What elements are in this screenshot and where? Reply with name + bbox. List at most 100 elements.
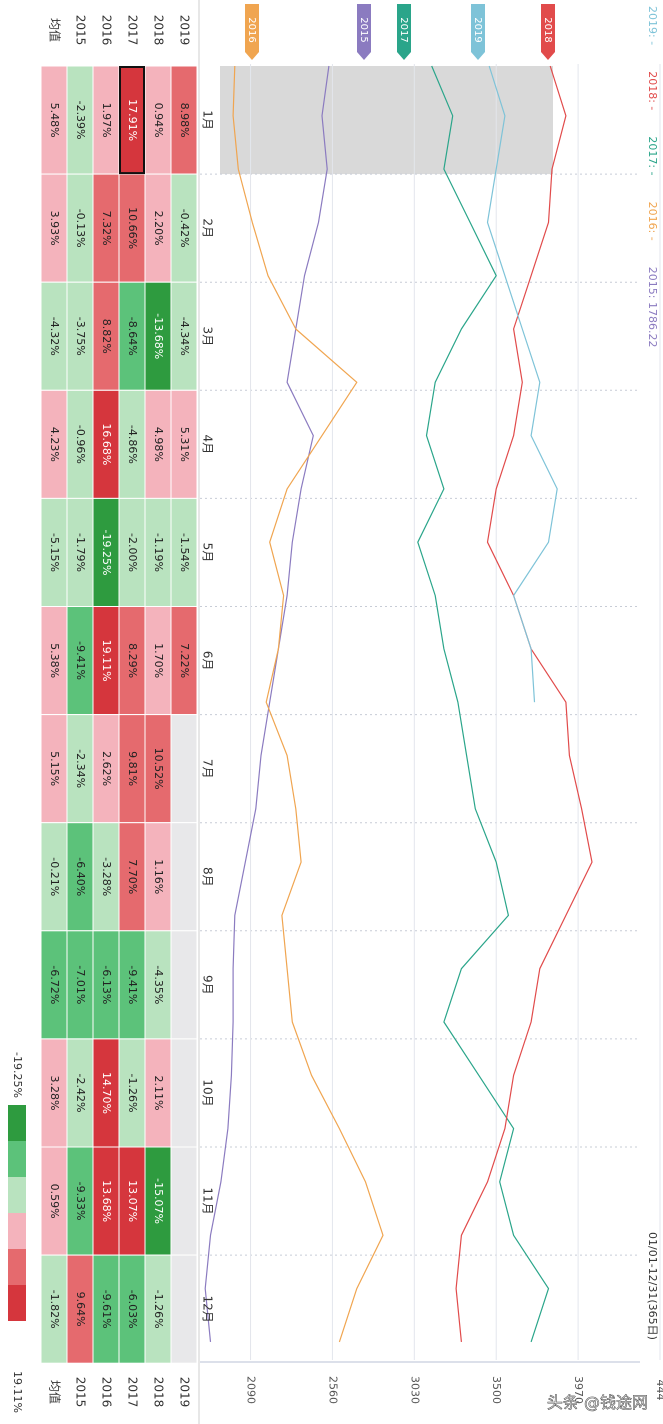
- table-cell: [118, 930, 146, 1040]
- table-cell-value: -2.42%: [74, 1073, 87, 1112]
- year-tag-label-2: 2017: [398, 17, 409, 42]
- table-cell: [170, 930, 198, 1040]
- legend-entry-0: 2019: -: [646, 6, 659, 45]
- table-mean-footer: 均值: [48, 1380, 63, 1404]
- table-cell-value: 7.22%: [178, 643, 191, 678]
- table-year-header: 2019: [178, 15, 192, 46]
- table-year-header: 2016: [100, 15, 114, 46]
- year-tag-flag-3: [471, 4, 485, 60]
- color-scale-legend: -19.25% 19.11%: [8, 1052, 26, 1413]
- table-cell-value: 8.82%: [100, 319, 113, 354]
- table-cell: [92, 1038, 120, 1148]
- table-cell-value: 5.15%: [48, 751, 61, 786]
- table-cell-value: 8.29%: [126, 643, 139, 678]
- year-tag-flag-0: [245, 4, 259, 60]
- table-cell-value: -1.19%: [152, 533, 165, 572]
- table-cell: [144, 714, 172, 824]
- table-cell: [92, 1146, 120, 1256]
- month-label: 5月: [201, 543, 215, 563]
- table-cell-value: 10.52%: [152, 748, 165, 790]
- color-scale-swatch: [8, 1213, 26, 1249]
- january-highlight-band: [220, 66, 553, 175]
- table-cell-value: -7.01%: [74, 965, 87, 1004]
- legend-entry-1: 2018: -: [646, 71, 659, 110]
- year-tag-label-3: 2019: [472, 17, 483, 42]
- color-scale-swatch: [8, 1285, 26, 1321]
- table-cell: [170, 1146, 198, 1256]
- watermark-text: 头条 @钱途网: [547, 1393, 648, 1412]
- table-cell: [66, 1038, 94, 1148]
- legend-entry-2: 2017: -: [646, 136, 659, 175]
- table-cell-value: 3.93%: [48, 211, 61, 246]
- table-year-header: 2018: [152, 15, 166, 46]
- table-cell: [170, 1254, 198, 1364]
- table-cell: [92, 822, 120, 932]
- table-cell-value: -4.86%: [126, 425, 139, 464]
- y-tick-label: 2560: [326, 1376, 339, 1404]
- table-cell: [170, 1038, 198, 1148]
- month-label: 9月: [201, 975, 215, 995]
- table-cell: [118, 606, 146, 716]
- table-cell: [170, 173, 198, 283]
- color-scale-swatch: [8, 1105, 26, 1141]
- table-cell-value: -9.41%: [126, 965, 139, 1004]
- table-cell-value: -9.33%: [74, 1182, 87, 1221]
- table-cell-value: -15.07%: [152, 1178, 165, 1224]
- month-label: 1月: [201, 110, 215, 130]
- y-tick-label: 2090: [245, 1376, 258, 1404]
- table-cell-value: -6.72%: [48, 965, 61, 1004]
- series-line-2016: [232, 65, 384, 1343]
- table-cell-value: 2.11%: [152, 1075, 165, 1110]
- color-scale-swatch: [8, 1249, 26, 1285]
- table-cell: [40, 606, 68, 716]
- series-line-2017: [417, 65, 550, 1343]
- month-label: 11月: [201, 1187, 215, 1214]
- table-cell-value: -2.34%: [74, 749, 87, 788]
- table-cell-value: 14.70%: [100, 1072, 113, 1114]
- year-tags: 2016 2015 2017 2019 2018: [245, 4, 555, 60]
- table-cell-value: -0.21%: [48, 857, 61, 896]
- legend-entry-3: 2016: -: [646, 202, 659, 241]
- table-cell-value: 0.59%: [48, 1184, 61, 1219]
- y-tick-label: 3970: [572, 1376, 585, 1404]
- table-cell: [66, 714, 94, 824]
- table-cell-value: 10.66%: [126, 207, 139, 249]
- table-cell-value: 9.64%: [74, 1292, 87, 1327]
- table-cell: [66, 930, 94, 1040]
- table-cell-value: 13.68%: [100, 1180, 113, 1222]
- month-label: 8月: [201, 867, 215, 887]
- month-label: 7月: [201, 759, 215, 779]
- table-cell-value: 4.23%: [48, 427, 61, 462]
- table-cell: [66, 281, 94, 391]
- table-cell: [118, 65, 146, 175]
- table-cell-value: 0.94%: [152, 103, 165, 138]
- table-cell-value: 5.31%: [178, 427, 191, 462]
- date-range-label: 01/01-12/31(365日): [646, 1232, 659, 1340]
- table-cell: [92, 1254, 120, 1364]
- table-cell: [40, 65, 68, 175]
- table-cell-value: -4.35%: [152, 965, 165, 1004]
- table-cell: [40, 714, 68, 824]
- series-line-2018: [455, 65, 593, 1342]
- table-cell-value: 2.20%: [152, 211, 165, 246]
- table-cell: [118, 173, 146, 283]
- table-cell: [170, 714, 198, 824]
- table-cell: [144, 389, 172, 499]
- table-cell: [144, 281, 172, 391]
- table-cell-value: -6.03%: [126, 1290, 139, 1329]
- table-cell-value: -1.26%: [126, 1073, 139, 1112]
- month-label: 2月: [201, 218, 215, 238]
- table-cell: [144, 1146, 172, 1256]
- table-cell-value: 3.28%: [48, 1075, 61, 1110]
- color-scale-swatch: [8, 1177, 26, 1213]
- table-cell-value: -4.34%: [178, 317, 191, 356]
- watermark: 头条 @钱途网: [547, 1393, 649, 1413]
- table-cell-value: -9.41%: [74, 641, 87, 680]
- chart-background: [198, 0, 553, 1424]
- color-scale-max: 19.11%: [11, 1371, 24, 1413]
- month-label: 3月: [201, 326, 215, 346]
- table-cell: [66, 173, 94, 283]
- table-cell-value: -0.13%: [74, 209, 87, 248]
- year-tag-label-1: 2015: [358, 17, 369, 42]
